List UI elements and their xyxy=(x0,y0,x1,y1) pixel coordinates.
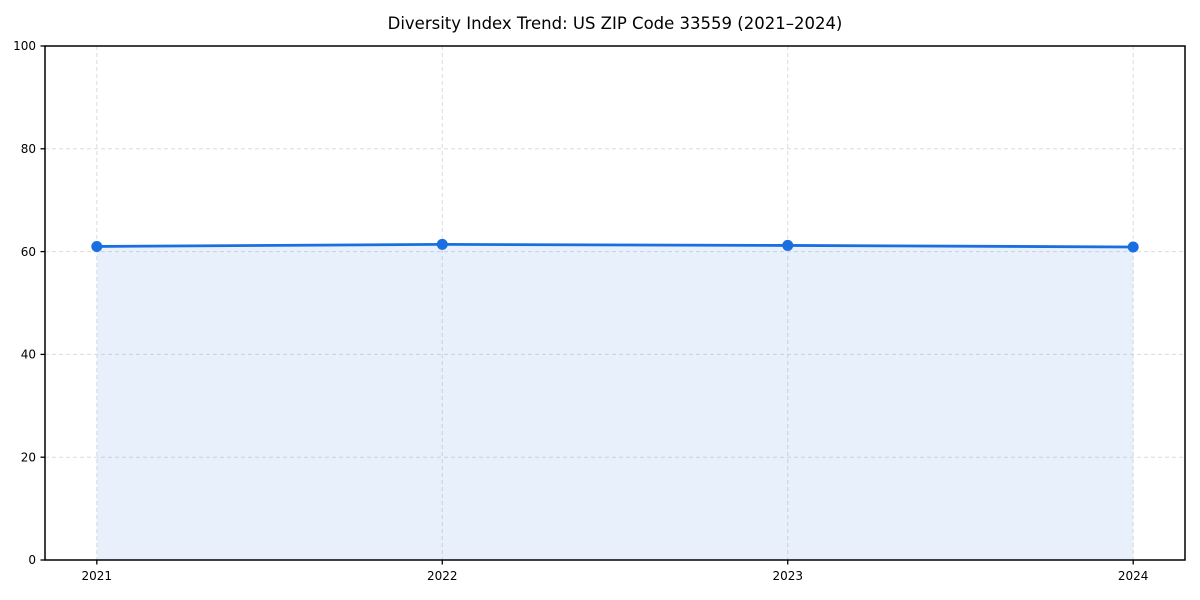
x-tick-label: 2022 xyxy=(427,569,458,583)
data-point-2023 xyxy=(782,239,794,251)
y-tick-label: 80 xyxy=(21,142,36,156)
y-tick-label: 20 xyxy=(21,450,36,464)
trend-line-path xyxy=(95,243,1135,249)
chart-title: Diversity Index Trend: US ZIP Code 33559… xyxy=(388,14,843,33)
data-point-2022 xyxy=(436,238,448,250)
axis-tick-labels: 0 20 40 60 80 100 2021 2022 2023 2024 xyxy=(13,39,1148,583)
x-tick-label: 2024 xyxy=(1118,569,1149,583)
trend-line xyxy=(95,243,1135,249)
gridlines xyxy=(45,46,1185,560)
y-tick-label: 60 xyxy=(21,245,36,259)
y-tick-label: 0 xyxy=(28,553,36,567)
y-tick-label: 100 xyxy=(13,39,36,53)
x-tick-label: 2021 xyxy=(82,569,113,583)
area-fill xyxy=(96,244,1134,561)
data-point-2021 xyxy=(91,240,103,252)
plot-frame xyxy=(44,45,1186,561)
area-fill-path xyxy=(96,244,1134,561)
y-tick-label: 40 xyxy=(21,348,36,362)
data-points xyxy=(91,238,1139,253)
data-point-2024 xyxy=(1127,241,1139,253)
x-tick-label: 2023 xyxy=(772,569,803,583)
